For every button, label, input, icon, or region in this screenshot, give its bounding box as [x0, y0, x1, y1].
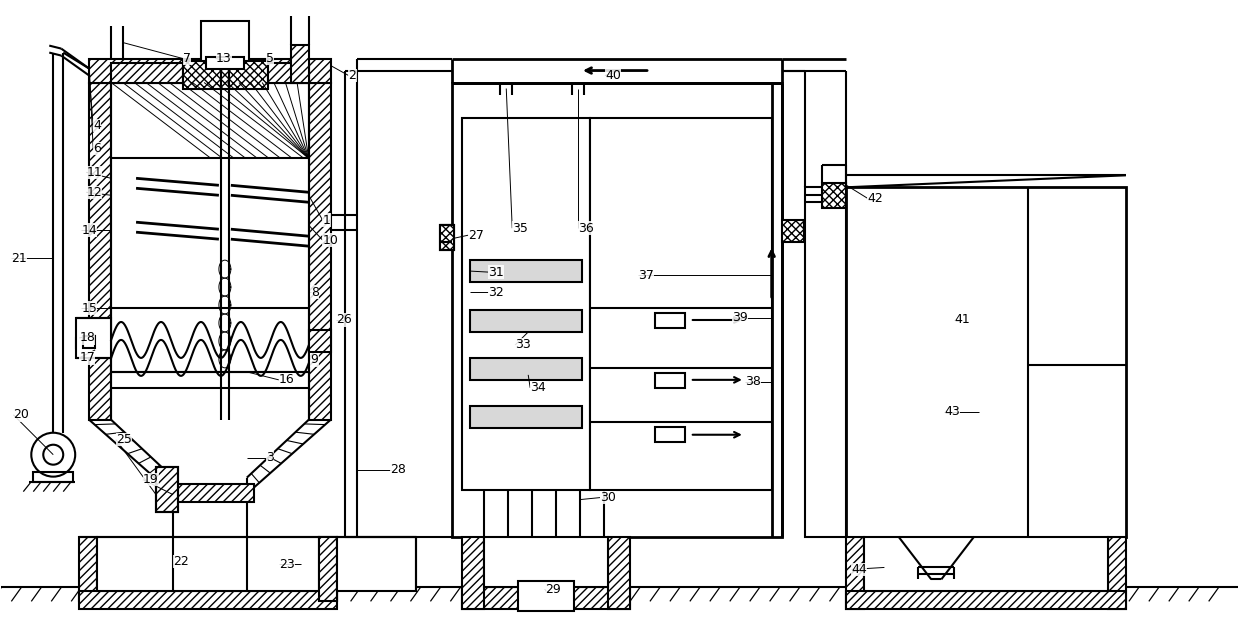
- Text: 22: 22: [173, 555, 188, 568]
- Bar: [156, 467, 178, 512]
- Text: 23: 23: [279, 558, 295, 571]
- Text: 7: 7: [183, 52, 191, 65]
- Text: 29: 29: [545, 583, 561, 596]
- Text: 18: 18: [79, 331, 95, 345]
- Text: 13: 13: [216, 52, 232, 65]
- Bar: [865, 537, 1108, 592]
- Bar: [318, 537, 337, 602]
- Bar: [655, 313, 685, 328]
- Bar: [79, 537, 97, 602]
- Bar: [804, 187, 846, 537]
- Bar: [462, 537, 484, 609]
- Bar: [440, 225, 455, 250]
- Bar: [291, 45, 309, 83]
- Bar: [77, 338, 89, 348]
- Text: 36: 36: [579, 222, 593, 235]
- Bar: [33, 472, 73, 481]
- Text: 11: 11: [87, 166, 102, 179]
- Bar: [462, 587, 629, 609]
- Text: 33: 33: [515, 338, 532, 352]
- Text: 26: 26: [336, 314, 352, 326]
- Text: 3: 3: [266, 451, 274, 464]
- Text: 12: 12: [87, 186, 102, 199]
- Bar: [89, 59, 331, 83]
- Bar: [77, 318, 112, 358]
- Bar: [821, 183, 846, 209]
- Text: 41: 41: [954, 314, 970, 326]
- Bar: [452, 83, 782, 537]
- Bar: [484, 537, 608, 587]
- Bar: [89, 83, 112, 420]
- Text: 6: 6: [93, 142, 102, 155]
- Bar: [112, 62, 183, 83]
- Bar: [166, 484, 254, 501]
- Text: 37: 37: [638, 268, 654, 282]
- Bar: [309, 83, 331, 420]
- Bar: [846, 592, 1126, 609]
- Text: 2: 2: [348, 69, 357, 82]
- Bar: [97, 537, 318, 592]
- Text: 16: 16: [279, 374, 295, 386]
- Bar: [1108, 537, 1126, 609]
- Bar: [655, 373, 685, 388]
- Bar: [590, 118, 772, 490]
- Text: 10: 10: [322, 234, 338, 247]
- Bar: [518, 581, 574, 611]
- Bar: [337, 537, 416, 592]
- Text: 38: 38: [745, 375, 761, 388]
- Bar: [183, 60, 268, 88]
- Bar: [462, 118, 590, 490]
- Bar: [268, 62, 309, 83]
- Bar: [471, 310, 582, 332]
- Text: 31: 31: [488, 266, 504, 278]
- Text: 8: 8: [311, 285, 318, 299]
- Text: 9: 9: [311, 353, 318, 367]
- Text: 5: 5: [266, 52, 274, 65]
- Bar: [156, 467, 178, 512]
- Bar: [318, 537, 337, 602]
- Text: 1: 1: [322, 214, 331, 227]
- Bar: [471, 260, 582, 282]
- Text: 35: 35: [512, 222, 528, 235]
- Text: 40: 40: [605, 69, 621, 82]
- Text: 42: 42: [867, 192, 883, 205]
- Text: 39: 39: [732, 311, 747, 324]
- Text: 27: 27: [468, 229, 484, 242]
- Bar: [440, 225, 455, 250]
- Bar: [471, 358, 582, 380]
- Text: 32: 32: [488, 285, 504, 299]
- Text: 14: 14: [82, 224, 97, 237]
- Bar: [309, 330, 331, 352]
- Bar: [846, 187, 1126, 537]
- Text: 20: 20: [14, 408, 30, 421]
- Text: 30: 30: [600, 491, 616, 504]
- Bar: [471, 406, 582, 428]
- Bar: [83, 336, 95, 348]
- Text: 43: 43: [944, 405, 960, 418]
- Text: 21: 21: [11, 251, 27, 265]
- Bar: [201, 21, 249, 60]
- Text: 44: 44: [851, 563, 867, 576]
- Text: 34: 34: [530, 381, 546, 394]
- Bar: [79, 592, 337, 609]
- Text: 28: 28: [390, 463, 406, 476]
- Text: 15: 15: [82, 302, 97, 314]
- Bar: [782, 220, 804, 242]
- Bar: [608, 537, 629, 609]
- Text: 4: 4: [93, 119, 102, 132]
- Bar: [846, 537, 865, 609]
- Text: 25: 25: [116, 433, 133, 446]
- Text: 19: 19: [142, 473, 159, 486]
- Text: 17: 17: [79, 352, 95, 364]
- Bar: [206, 57, 244, 69]
- Bar: [655, 427, 685, 442]
